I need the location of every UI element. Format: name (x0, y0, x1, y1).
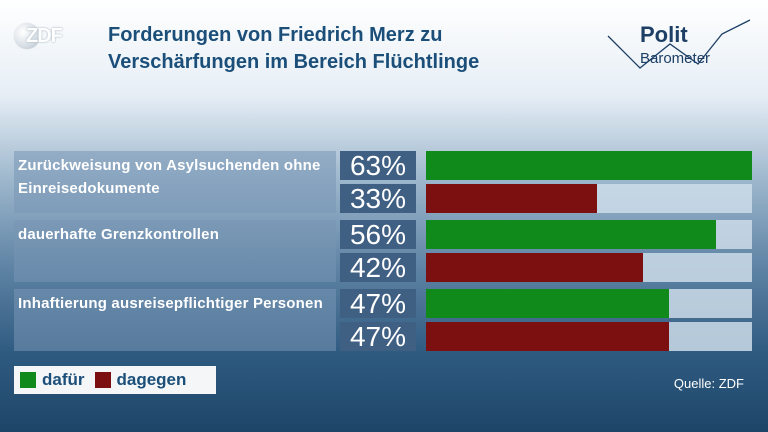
category-label-3-text: Inhaftierung ausreisepflichtiger Persone… (18, 295, 323, 312)
bar-against-2 (426, 253, 643, 282)
category-label-1-text: Zurückweisung von Asylsuchenden ohne Ein… (18, 157, 321, 197)
bar-for-3 (426, 289, 669, 318)
legend-label-for: dafür (42, 370, 85, 389)
legend-label-against: dagegen (116, 370, 187, 389)
bar-track-against-1 (426, 184, 752, 213)
value-label-for-1: 63% (340, 151, 416, 181)
category-label-2: dauerhafte Grenzkontrollen (14, 220, 336, 282)
bar-against-1 (426, 184, 597, 213)
bar-track-against-2 (426, 253, 752, 282)
chart-row-1: Zurückweisung von Asylsuchenden ohne Ein… (14, 151, 752, 214)
value-label-against-2: 42% (340, 253, 416, 283)
legend-swatch-for (20, 372, 36, 388)
source-note: Quelle: ZDF (673, 376, 744, 391)
zdf-logo-text: ZDF (26, 24, 63, 47)
chart-row-3: Inhaftierung ausreisepflichtiger Persone… (14, 289, 752, 352)
value-label-for-2: 56% (340, 220, 416, 250)
bar-track-for-1 (426, 151, 752, 180)
politbarometer-logo: Polit Barometer (600, 14, 760, 74)
value-label-against-1: 33% (340, 184, 416, 214)
category-label-3: Inhaftierung ausreisepflichtiger Persone… (14, 289, 336, 351)
bar-track-for-2 (426, 220, 752, 249)
category-label-1: Zurückweisung von Asylsuchenden ohne Ein… (14, 151, 336, 213)
zdf-logo-circle (14, 23, 40, 49)
politbarometer-word-polit: Polit (640, 22, 688, 47)
chart-title: Forderungen von Friedrich Merz zu Versch… (108, 24, 480, 73)
bar-track-for-3 (426, 289, 752, 318)
legend: dafür dagegen (14, 366, 216, 394)
politbarometer-zigzag-icon (607, 19, 751, 69)
category-label-2-text: dauerhafte Grenzkontrollen (18, 226, 220, 243)
politbarometer-word-barometer: Barometer (640, 50, 711, 67)
legend-swatch-against (94, 372, 111, 388)
value-label-for-3: 47% (340, 289, 416, 319)
bar-for-1 (426, 151, 752, 180)
value-label-against-3: 47% (340, 322, 416, 352)
chart-row-2: dauerhafte Grenzkontrollen 56% 42% (14, 220, 752, 283)
bar-against-3 (426, 322, 669, 351)
bar-track-against-3 (426, 322, 752, 351)
zdf-logo: ZDF (14, 22, 63, 50)
bar-for-2 (426, 220, 716, 249)
